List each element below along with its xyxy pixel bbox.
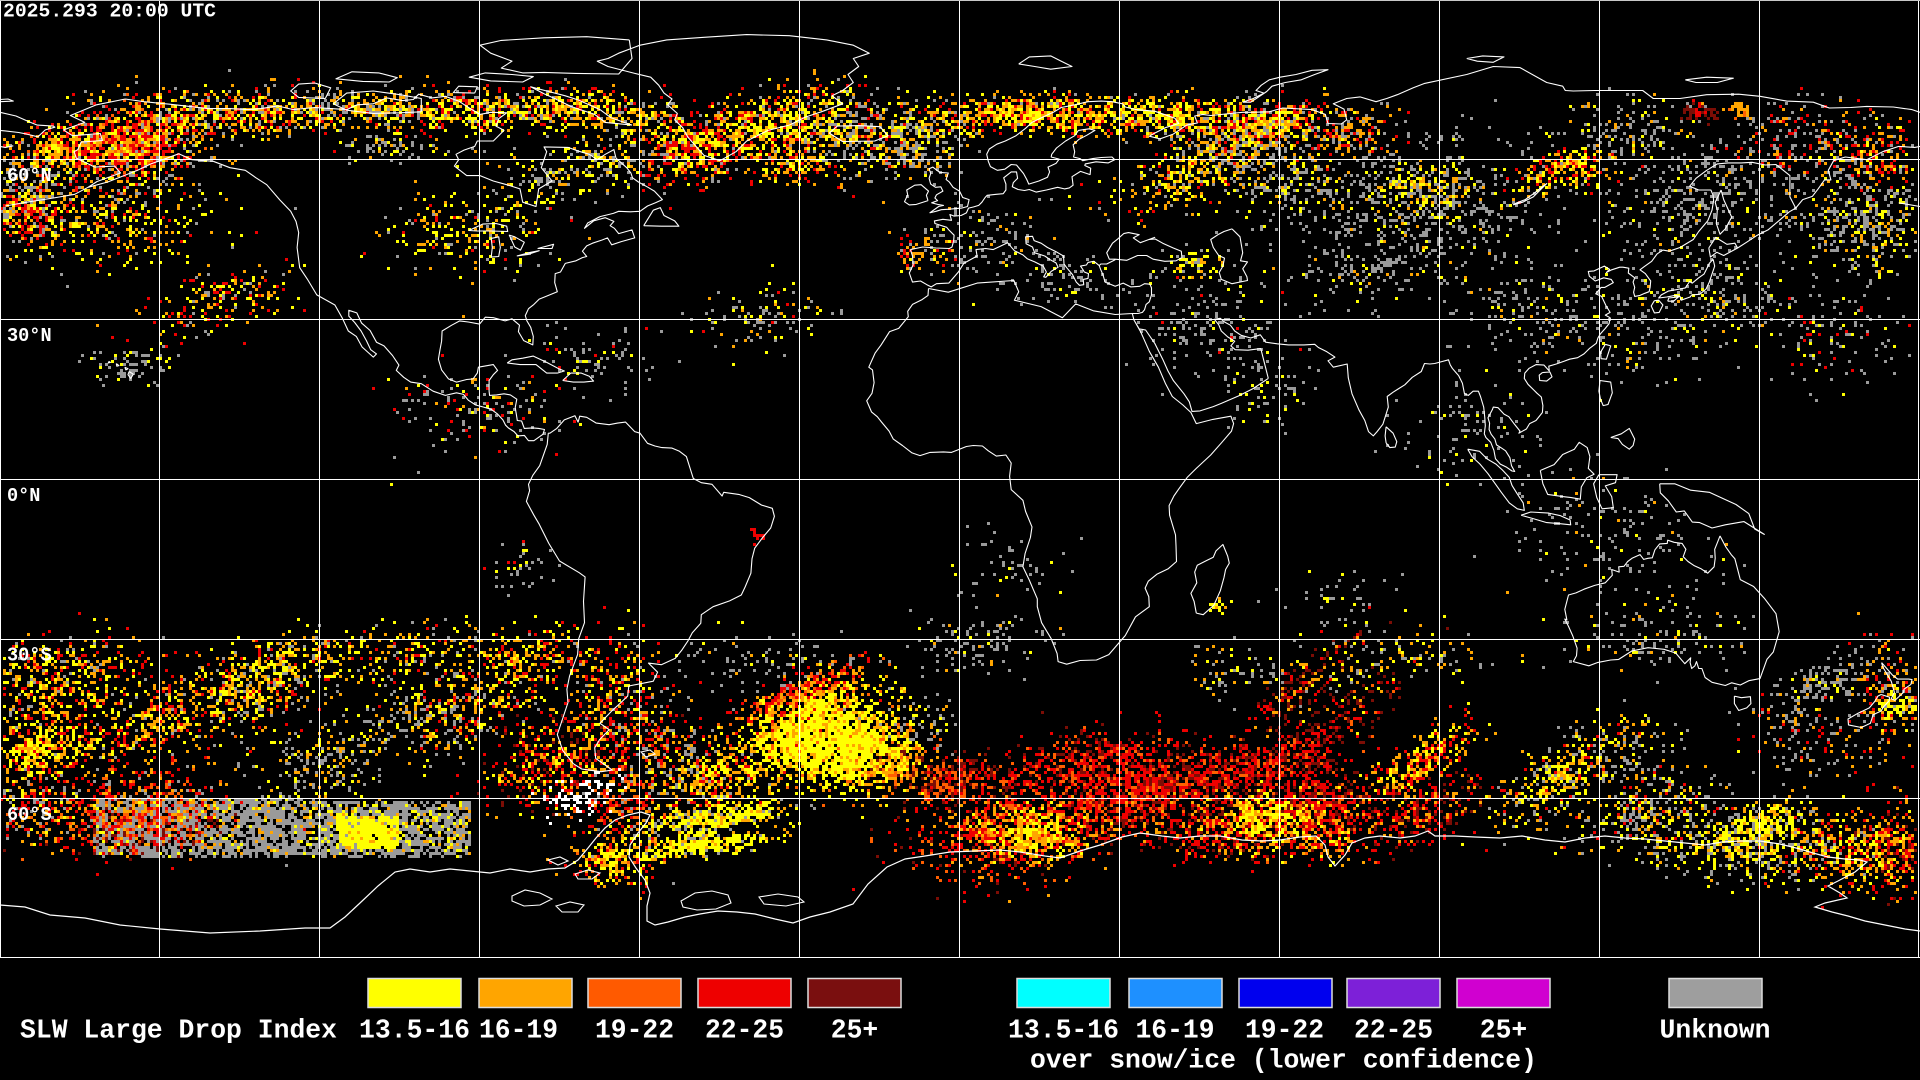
svg-text:16-19: 16-19 bbox=[1136, 1016, 1215, 1046]
svg-text:2025.293 20:00 UTC: 2025.293 20:00 UTC bbox=[3, 1, 216, 23]
svg-text:19-22: 19-22 bbox=[595, 1016, 674, 1046]
svg-text:22-25: 22-25 bbox=[1354, 1016, 1433, 1046]
svg-text:13.5-16: 13.5-16 bbox=[1008, 1016, 1119, 1046]
svg-text:16-19: 16-19 bbox=[479, 1016, 558, 1046]
svg-text:25+: 25+ bbox=[1480, 1016, 1528, 1046]
svg-text:over snow/ice (lower confidenc: over snow/ice (lower confidence) bbox=[1030, 1046, 1537, 1076]
svg-text:60°N: 60°N bbox=[7, 165, 52, 187]
svg-text:30°N: 30°N bbox=[7, 325, 52, 347]
svg-text:25+: 25+ bbox=[831, 1016, 879, 1046]
svg-text:19-22: 19-22 bbox=[1245, 1016, 1324, 1046]
svg-text:13.5-16: 13.5-16 bbox=[359, 1016, 470, 1046]
svg-text:SLW Large Drop Index: SLW Large Drop Index bbox=[20, 1016, 337, 1046]
svg-text:0°N: 0°N bbox=[7, 485, 40, 507]
svg-text:30°S: 30°S bbox=[7, 645, 52, 667]
svg-text:22-25: 22-25 bbox=[705, 1016, 784, 1046]
svg-text:60°S: 60°S bbox=[7, 804, 52, 826]
svg-text:Unknown: Unknown bbox=[1660, 1016, 1771, 1046]
